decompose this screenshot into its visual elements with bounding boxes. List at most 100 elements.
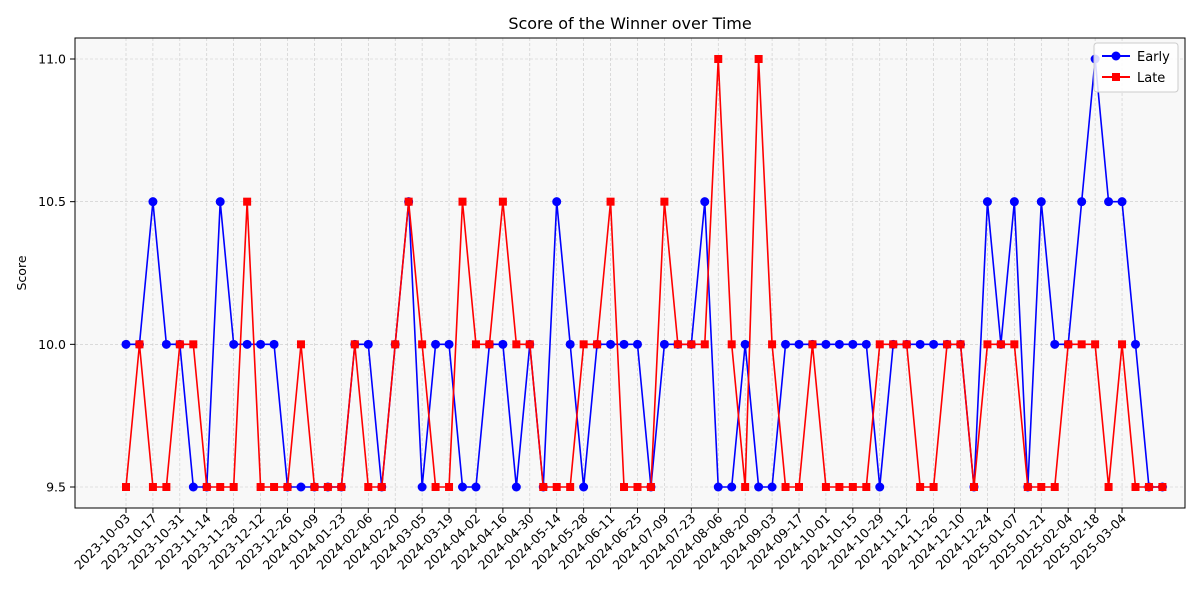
- data-point-late: [404, 197, 413, 206]
- data-point-late: [1144, 483, 1153, 491]
- data-point-late: [741, 483, 750, 491]
- y-tick-label: 10.0: [38, 337, 66, 352]
- data-point-early: [1104, 197, 1114, 207]
- data-point-late: [377, 483, 386, 491]
- data-point-late: [821, 483, 830, 491]
- data-point-late: [202, 483, 211, 491]
- data-point-late: [162, 483, 171, 491]
- data-point-late: [431, 483, 440, 491]
- data-point-late: [566, 483, 575, 491]
- y-tick-label: 11.0: [38, 52, 66, 67]
- legend-marker-early: [1111, 51, 1121, 61]
- data-point-late: [889, 340, 898, 349]
- data-point-late: [633, 483, 642, 491]
- data-point-late: [781, 483, 790, 491]
- data-point-early: [363, 339, 373, 349]
- data-point-late: [996, 340, 1005, 349]
- data-point-early: [148, 197, 158, 207]
- data-point-early: [444, 339, 454, 349]
- data-point-late: [323, 483, 332, 491]
- data-point-late: [808, 340, 817, 349]
- data-point-early: [740, 339, 750, 349]
- data-point-late: [620, 483, 629, 491]
- data-point-early: [606, 339, 616, 349]
- data-point-late: [969, 483, 978, 491]
- data-point-early: [229, 339, 239, 349]
- data-point-late: [700, 340, 709, 349]
- data-point-early: [713, 482, 723, 492]
- legend-label-late: Late: [1137, 71, 1165, 86]
- data-point-early: [821, 339, 831, 349]
- data-point-early: [498, 339, 508, 349]
- data-point-late: [552, 483, 561, 491]
- y-tick-label: 9.5: [46, 480, 66, 495]
- data-point-early: [121, 339, 131, 349]
- data-point-early: [727, 482, 737, 492]
- data-point-early: [1009, 197, 1019, 207]
- data-point-early: [700, 197, 710, 207]
- data-point-early: [431, 339, 441, 349]
- data-point-late: [525, 340, 534, 349]
- data-point-early: [552, 197, 562, 207]
- data-point-late: [391, 340, 400, 349]
- data-point-early: [781, 339, 791, 349]
- data-point-early: [929, 339, 939, 349]
- data-point-early: [875, 482, 885, 492]
- data-point-late: [270, 483, 279, 491]
- data-point-late: [727, 340, 736, 349]
- data-point-late: [1050, 483, 1059, 491]
- y-tick-label: 10.5: [38, 194, 66, 209]
- data-point-late: [1104, 483, 1113, 491]
- data-point-late: [135, 340, 144, 349]
- data-point-late: [337, 483, 346, 491]
- data-point-late: [1023, 483, 1032, 491]
- data-point-late: [1131, 483, 1140, 491]
- data-point-late: [1091, 340, 1100, 349]
- data-point-late: [956, 340, 965, 349]
- data-point-late: [902, 340, 911, 349]
- plot-frame: [74, 37, 1186, 509]
- data-point-late: [983, 340, 992, 349]
- legend-marker-late: [1112, 73, 1120, 81]
- plot-area: [75, 38, 1185, 508]
- data-point-early: [1050, 339, 1060, 349]
- data-point-early: [619, 339, 629, 349]
- data-point-late: [229, 483, 238, 491]
- data-point-late: [862, 483, 871, 491]
- data-point-late: [673, 340, 682, 349]
- data-point-early: [848, 339, 858, 349]
- data-point-late: [1118, 340, 1127, 349]
- data-point-late: [593, 340, 602, 349]
- data-point-late: [539, 483, 548, 491]
- data-point-late: [498, 197, 507, 206]
- data-point-early: [188, 482, 198, 492]
- data-point-late: [606, 197, 615, 206]
- grid-lines: [75, 38, 1185, 508]
- data-point-late: [943, 340, 952, 349]
- data-point-early: [659, 339, 669, 349]
- data-point-late: [1077, 340, 1086, 349]
- data-point-late: [175, 340, 184, 349]
- data-point-late: [458, 197, 467, 206]
- data-point-late: [189, 340, 198, 349]
- data-point-late: [660, 197, 669, 206]
- data-point-early: [834, 339, 844, 349]
- legend: Early Late: [1093, 42, 1179, 93]
- data-point-early: [1131, 339, 1140, 349]
- chart-title: Score of the Winner over Time: [508, 14, 751, 33]
- data-point-late: [754, 55, 763, 63]
- data-point-late: [929, 483, 938, 491]
- data-point-late: [216, 483, 225, 491]
- data-point-late: [122, 483, 130, 491]
- y-axis: 9.5 10.0 10.5 11.0: [38, 52, 75, 495]
- data-point-late: [471, 340, 480, 349]
- data-point-late: [1158, 483, 1167, 491]
- data-point-late: [418, 340, 427, 349]
- data-point-early: [767, 482, 777, 492]
- data-point-late: [512, 340, 521, 349]
- data-point-late: [485, 340, 494, 349]
- data-point-late: [350, 340, 359, 349]
- data-point-early: [579, 482, 589, 492]
- data-point-early: [565, 339, 575, 349]
